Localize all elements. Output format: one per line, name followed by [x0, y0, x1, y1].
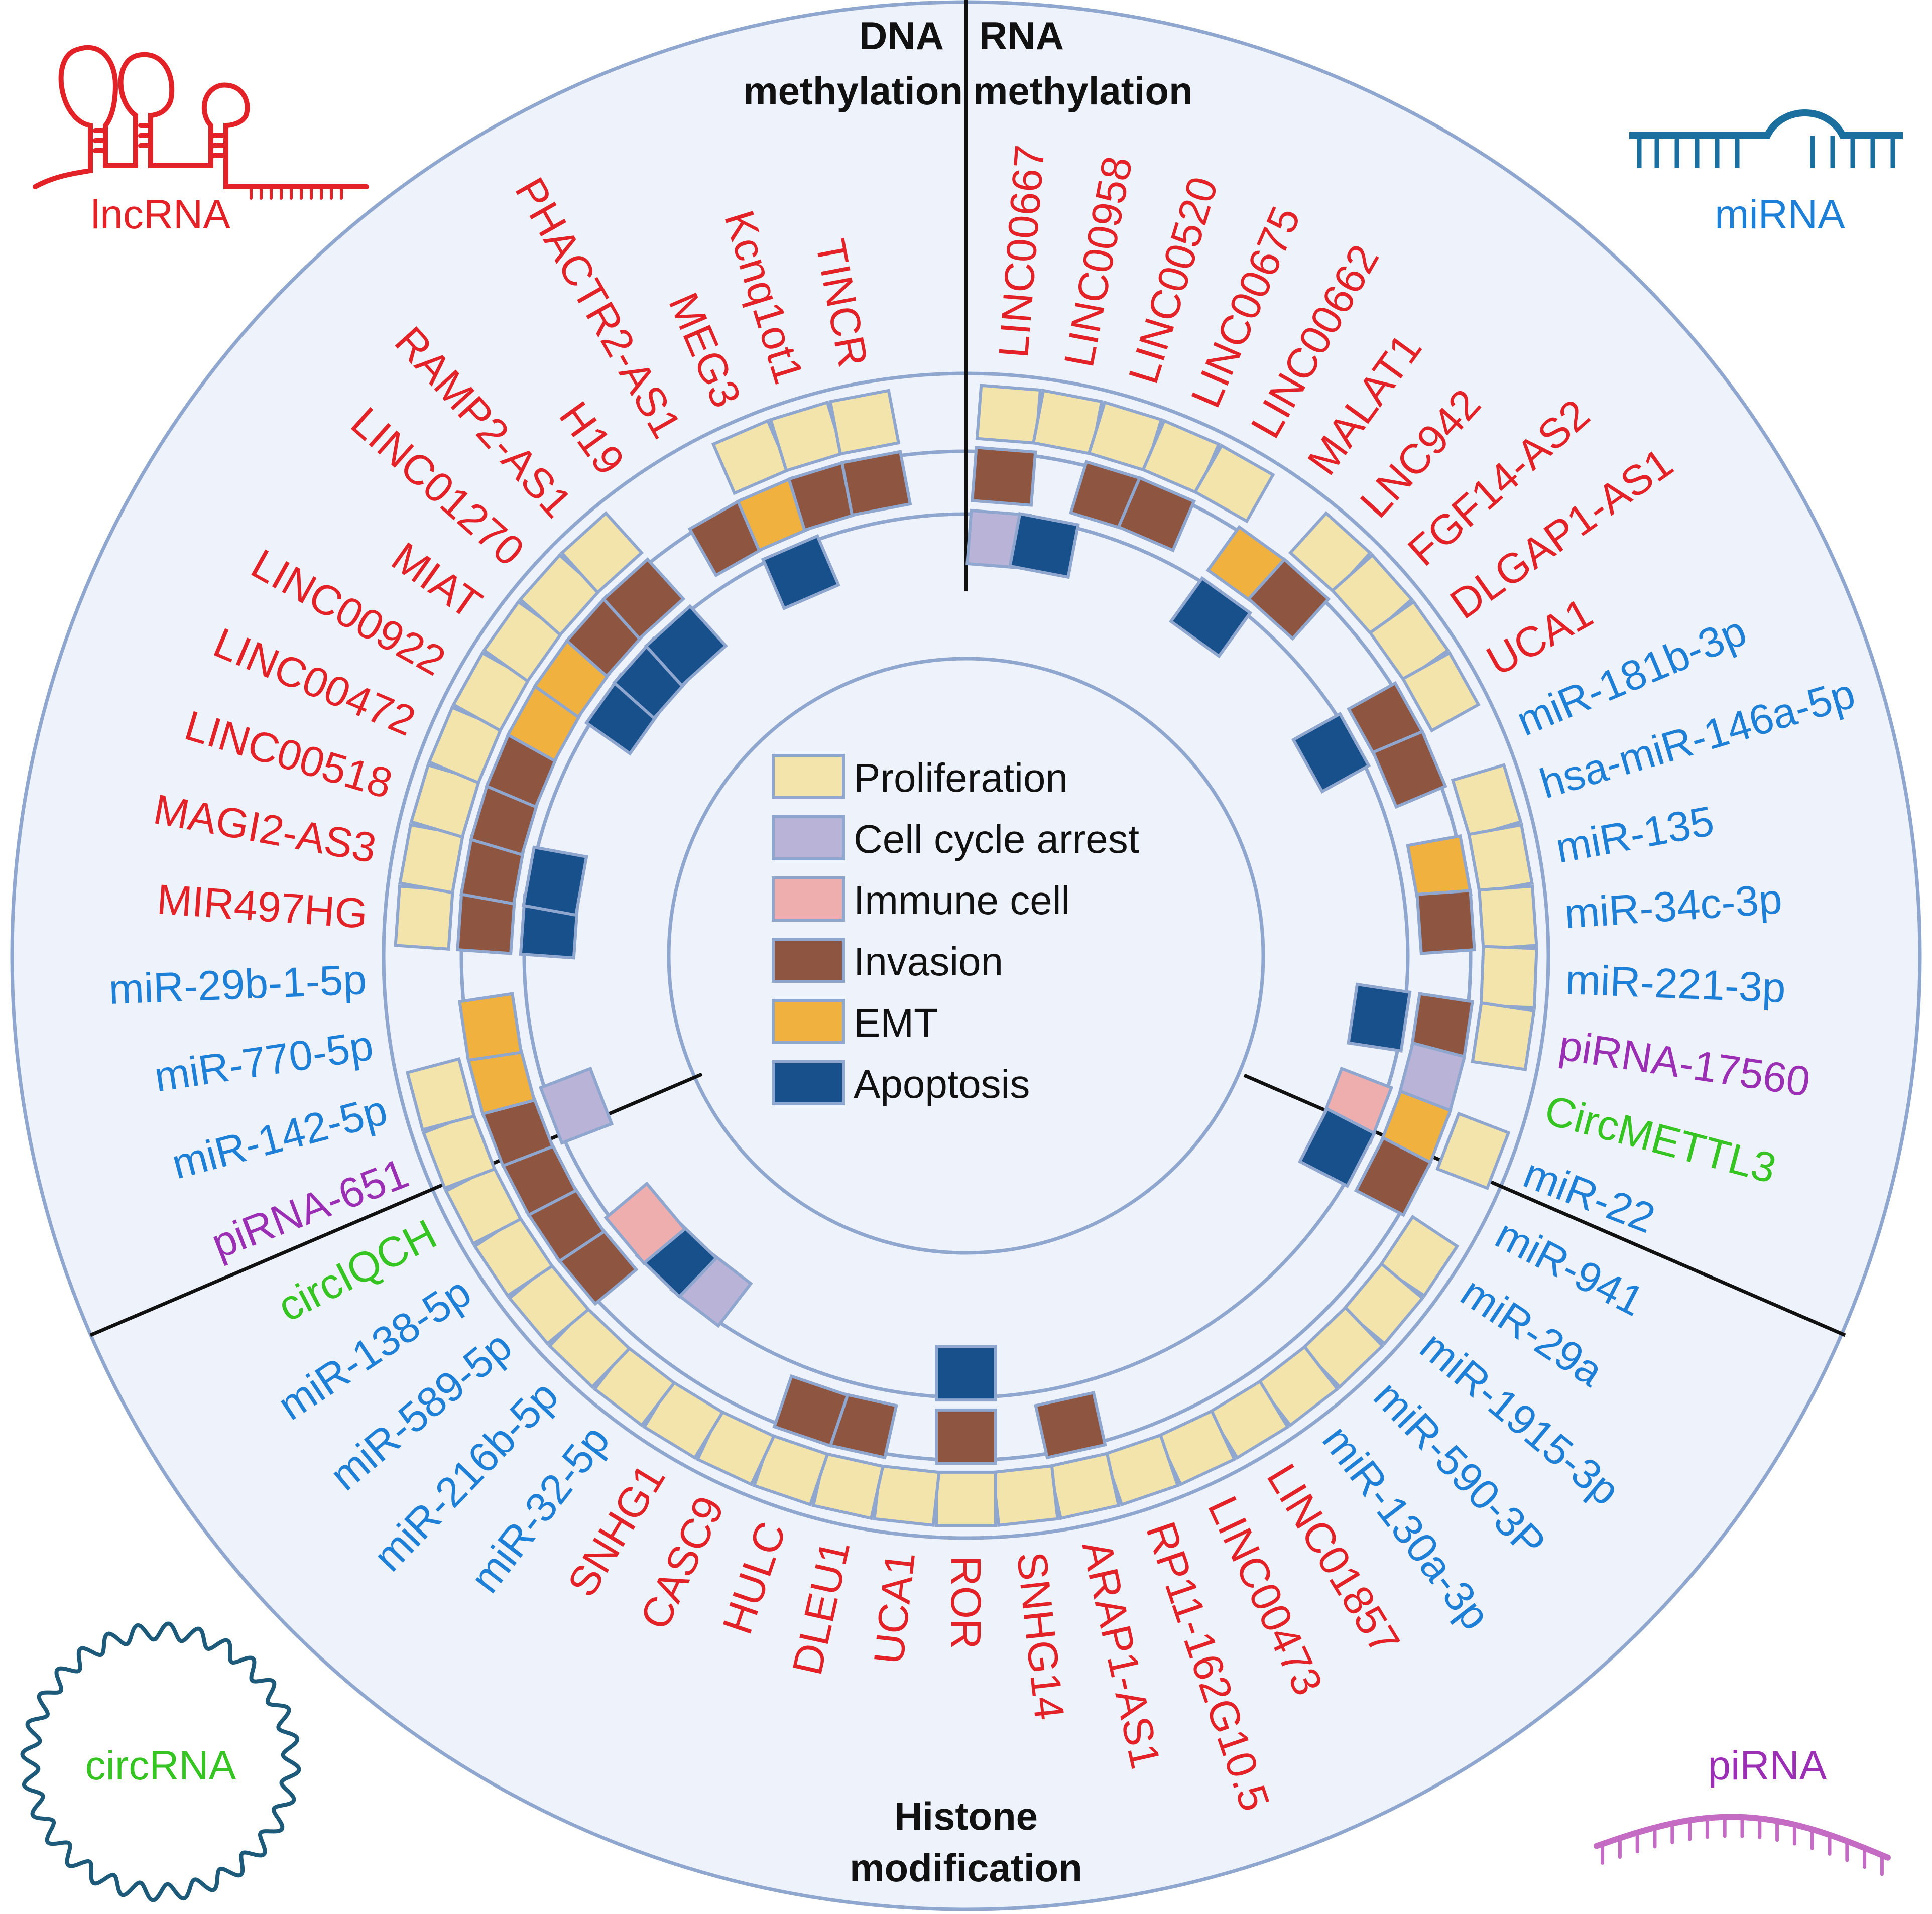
legend-swatch-invasion	[772, 938, 845, 983]
ring-box-cycle	[538, 1066, 614, 1145]
ring-box-invasion	[1415, 889, 1476, 955]
legend-label-invasion: Invasion	[854, 939, 1003, 984]
ring-box-invasion	[1034, 1390, 1107, 1460]
ring-box-apoptosis	[1168, 576, 1253, 659]
ring-box-apoptosis	[1347, 982, 1412, 1053]
ring-box-proliferation	[1047, 1451, 1121, 1520]
ring-box-proliferation	[1193, 443, 1275, 524]
ring-box-invasion	[935, 1408, 997, 1465]
lncrna-icon-label: lncRNA	[91, 192, 230, 237]
legend: Proliferation Cell cycle arrest Immune cel…	[772, 754, 1139, 1106]
legend-swatch-proliferation	[772, 754, 845, 799]
section-rna-subtitle: methylation	[973, 69, 1193, 113]
legend-label-immune: Immune cell	[854, 878, 1070, 923]
ring-box-proliferation	[1435, 1111, 1511, 1190]
legend-label-emt: EMT	[854, 1000, 938, 1045]
legend-label-apoptosis: Apoptosis	[854, 1062, 1030, 1106]
ring-box-invasion	[970, 446, 1037, 507]
ring-box-proliferation	[405, 1057, 476, 1132]
ring-box-invasion	[1116, 476, 1196, 553]
ncrna-label: miR-221-3p	[1564, 956, 1786, 1011]
ring-box-proliferation	[991, 1464, 1059, 1527]
legend-label-cycle: Cell cycle arrest	[854, 817, 1139, 861]
ring-box-proliferation	[873, 1464, 941, 1527]
section-histone-title: Histone	[894, 1794, 1038, 1838]
legend-label-proliferation: Proliferation	[854, 755, 1068, 800]
ring-box-apoptosis	[935, 1345, 997, 1402]
ring-box-apoptosis	[522, 845, 588, 917]
legend-swatch-immune	[772, 876, 845, 922]
legend-swatch-cycle	[772, 815, 845, 860]
pirna-bases	[1601, 1815, 1884, 1876]
ring-box-immune	[603, 1181, 687, 1265]
ring-box-invasion	[1371, 729, 1447, 809]
ring-box-invasion	[1246, 557, 1331, 641]
lncrna-hairpin-icon	[33, 45, 369, 200]
ring-box-apoptosis	[1291, 712, 1371, 794]
legend-swatch-apoptosis	[772, 1060, 845, 1105]
ring-box-apoptosis	[644, 604, 728, 688]
ncrna-label: ROR	[942, 1556, 990, 1649]
activity-boxes	[394, 384, 1538, 1527]
section-dna-title: DNA	[859, 14, 944, 58]
pirna-icon-label: piRNA	[1708, 1743, 1827, 1789]
ring-box-proliferation	[935, 1470, 997, 1527]
ring-box-proliferation	[559, 511, 644, 595]
section-dna-subtitle: methylation	[743, 69, 963, 113]
ring-box-proliferation	[1401, 651, 1481, 733]
circrna-loop-icon	[20, 1621, 301, 1902]
ring-box-proliferation	[394, 884, 455, 951]
ring-box-proliferation	[1477, 884, 1538, 951]
ring-box-emt	[457, 992, 523, 1062]
ring-box-invasion	[601, 557, 686, 641]
ring-box-invasion	[772, 1374, 850, 1448]
pirna-strand-icon	[1594, 1814, 1891, 1876]
ncrna-label: miR-29b-1-5p	[108, 956, 368, 1013]
ring-box-proliferation	[1479, 945, 1538, 1009]
ring-box-proliferation	[828, 389, 901, 456]
ring-box-apoptosis	[1008, 512, 1080, 579]
legend-swatch-emt	[772, 999, 845, 1044]
ring-box-apoptosis	[761, 534, 841, 610]
ring-box-proliferation	[975, 384, 1042, 445]
section-rna-title: RNA	[979, 14, 1064, 58]
ring-box-invasion	[840, 450, 912, 517]
section-histone-subtitle: modification	[850, 1846, 1082, 1890]
ring-box-proliferation	[1467, 823, 1534, 895]
ring-box-apoptosis	[1297, 1107, 1377, 1188]
mirna-duplex-icon	[1629, 109, 1903, 168]
mirna-icon-label: miRNA	[1715, 192, 1845, 237]
ring-box-proliferation	[1471, 1001, 1536, 1071]
circrna-icon-label: circRNA	[85, 1743, 236, 1789]
ring-box-invasion	[1354, 1135, 1433, 1217]
